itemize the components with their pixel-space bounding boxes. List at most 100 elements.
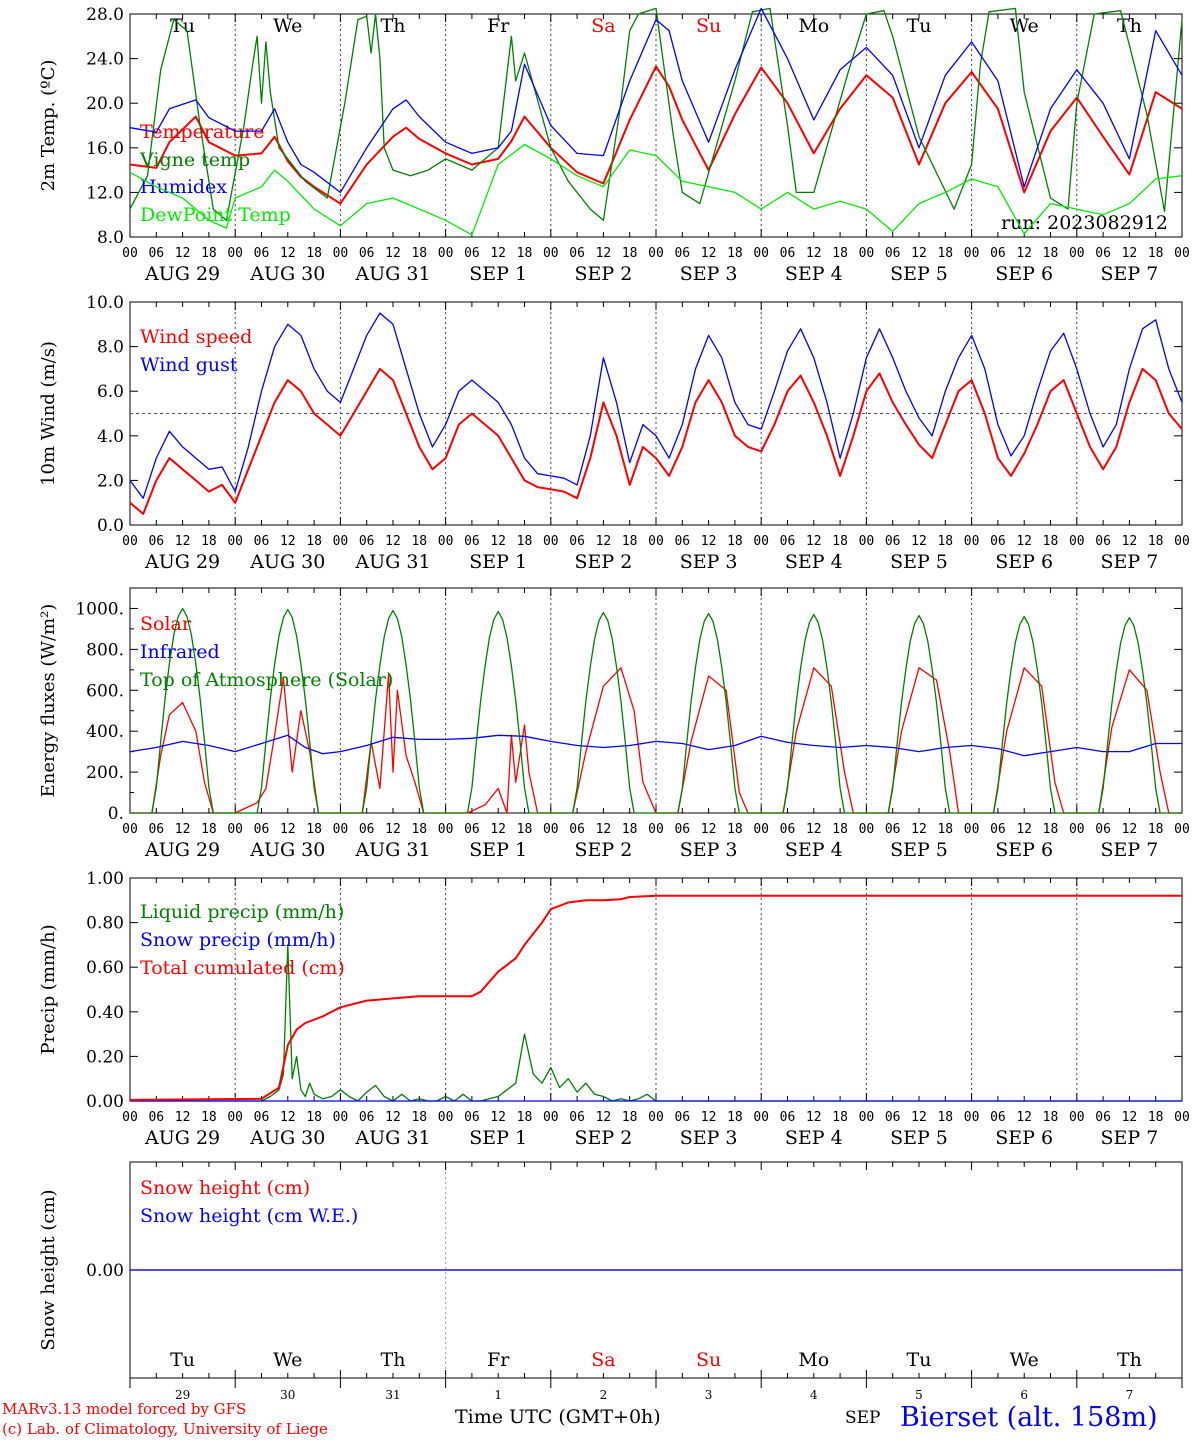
hour-tick-label: 00 (1069, 246, 1085, 261)
date-label: SEP 5 (890, 263, 948, 285)
hour-tick-label: 18 (1043, 534, 1059, 549)
hour-tick-label: 00 (122, 534, 138, 549)
hour-tick-label: 18 (411, 534, 427, 549)
date-label: SEP 3 (680, 839, 738, 861)
hour-tick-label: 00 (648, 1110, 664, 1125)
date-label: AUG 31 (354, 1127, 430, 1149)
hour-tick-label: 06 (464, 246, 480, 261)
date-label: AUG 30 (249, 839, 325, 861)
y-tick-label: 0.0 (97, 516, 124, 536)
date-label: SEP 7 (1100, 1127, 1158, 1149)
hour-tick-label: 12 (280, 534, 296, 549)
hour-tick-label: 18 (1043, 246, 1059, 261)
legend-entry: Snow height (cm) (140, 1177, 310, 1199)
hour-tick-label: 06 (885, 822, 901, 837)
y-axis-label: Energy fluxes (W/m²) (38, 604, 59, 798)
hour-tick-label: 06 (569, 246, 585, 261)
hour-tick-label: 06 (148, 1110, 164, 1125)
y-tick-label: 2.0 (97, 471, 124, 491)
hour-tick-label: 18 (1043, 1110, 1059, 1125)
date-label: SEP 7 (1100, 263, 1158, 285)
hour-tick-label: 00 (333, 246, 349, 261)
date-label: SEP 1 (469, 263, 527, 285)
hour-tick-label: 06 (254, 534, 270, 549)
hour-tick-label: 06 (254, 822, 270, 837)
y-tick-label: 24.0 (86, 50, 124, 70)
date-label: SEP 5 (890, 839, 948, 861)
hour-tick-label: 06 (254, 1110, 270, 1125)
hour-tick-label: 18 (727, 534, 743, 549)
y-tick-label: 28.0 (86, 5, 124, 25)
hour-tick-label: 18 (1148, 246, 1164, 261)
hour-tick-label: 00 (753, 534, 769, 549)
hour-tick-label: 18 (832, 534, 848, 549)
hour-tick-label: 12 (490, 1110, 506, 1125)
weekday-label: We (273, 1349, 302, 1371)
hour-tick-label: 06 (885, 246, 901, 261)
hour-tick-label: 00 (648, 822, 664, 837)
hour-tick-label: 18 (1043, 822, 1059, 837)
hour-tick-label: 00 (753, 246, 769, 261)
weekday-label: Tu (907, 1349, 932, 1371)
series-line-humidex (129, 7, 1183, 194)
footer: MARv3.13 model forced by GFS (c) Lab. of… (2, 1400, 1158, 1438)
hour-tick-label: 06 (990, 246, 1006, 261)
y-tick-label: 200. (86, 763, 124, 783)
hour-tick-label: 00 (227, 822, 243, 837)
weekday-label: Th (1117, 1349, 1142, 1371)
hour-tick-label: 18 (832, 246, 848, 261)
legend-entry: Wind speed (140, 326, 252, 348)
date-label: AUG 29 (144, 839, 220, 861)
y-tick-label: 0. (108, 804, 124, 824)
hour-tick-label: 18 (306, 246, 322, 261)
day-number-label: 31 (385, 1388, 400, 1402)
hour-tick-label: 06 (569, 1110, 585, 1125)
weekday-label: We (1010, 1349, 1039, 1371)
hour-tick-label: 18 (727, 1110, 743, 1125)
legend-entry: Infrared (140, 641, 220, 663)
y-tick-label: 0.00 (86, 1092, 124, 1112)
date-label: AUG 29 (144, 551, 220, 573)
panel-wind: 0.0 2.0 4.0 6.0 8.0 10.0 10m Wind (m/s) 00 06 12 1… (38, 293, 1190, 573)
legend-entry: Wind gust (140, 354, 238, 376)
hour-tick-label: 18 (622, 1110, 638, 1125)
y-tick-label: 800. (86, 640, 124, 660)
date-label: AUG 30 (249, 551, 325, 573)
hour-tick-label: 06 (464, 534, 480, 549)
y-tick-label: 0.00 (86, 1261, 124, 1281)
date-label: SEP 4 (785, 1127, 843, 1149)
hour-tick-label: 00 (859, 534, 875, 549)
hour-tick-label: 00 (543, 1110, 559, 1125)
hour-tick-label: 00 (543, 246, 559, 261)
date-label: SEP 6 (995, 1127, 1053, 1149)
hour-tick-label: 12 (385, 822, 401, 837)
date-label: SEP 2 (574, 839, 632, 861)
hour-tick-label: 00 (333, 534, 349, 549)
lab-credit: (c) Lab. of Climatology, University of L… (2, 1420, 328, 1438)
hour-tick-label: 06 (990, 822, 1006, 837)
hour-tick-label: 00 (1069, 822, 1085, 837)
hour-tick-label: 00 (227, 534, 243, 549)
hour-tick-label: 06 (148, 534, 164, 549)
hour-tick-label: 00 (543, 534, 559, 549)
day-number-label: 6 (1020, 1388, 1028, 1402)
hour-tick-label: 18 (201, 246, 217, 261)
hour-tick-label: 18 (411, 822, 427, 837)
station-label: Bierset (alt. 158m) (900, 1402, 1158, 1433)
hour-tick-label: 12 (385, 534, 401, 549)
hour-tick-label: 06 (464, 822, 480, 837)
hour-tick-label: 12 (911, 534, 927, 549)
day-number-label: 29 (175, 1388, 190, 1402)
date-label: SEP 7 (1100, 551, 1158, 573)
hour-tick-label: 12 (490, 246, 506, 261)
hour-tick-label: 18 (937, 1110, 953, 1125)
date-label: SEP 1 (469, 1127, 527, 1149)
hour-tick-label: 12 (596, 1110, 612, 1125)
date-label: SEP 5 (890, 1127, 948, 1149)
panel-energy: 0. 200. 400. 600. 800. 1000. Energy fluxes (W/… (38, 587, 1190, 861)
series-line-dewpoint-temp (129, 143, 1183, 236)
weekday-label: Sa (591, 1349, 615, 1371)
hour-tick-label: 00 (333, 822, 349, 837)
